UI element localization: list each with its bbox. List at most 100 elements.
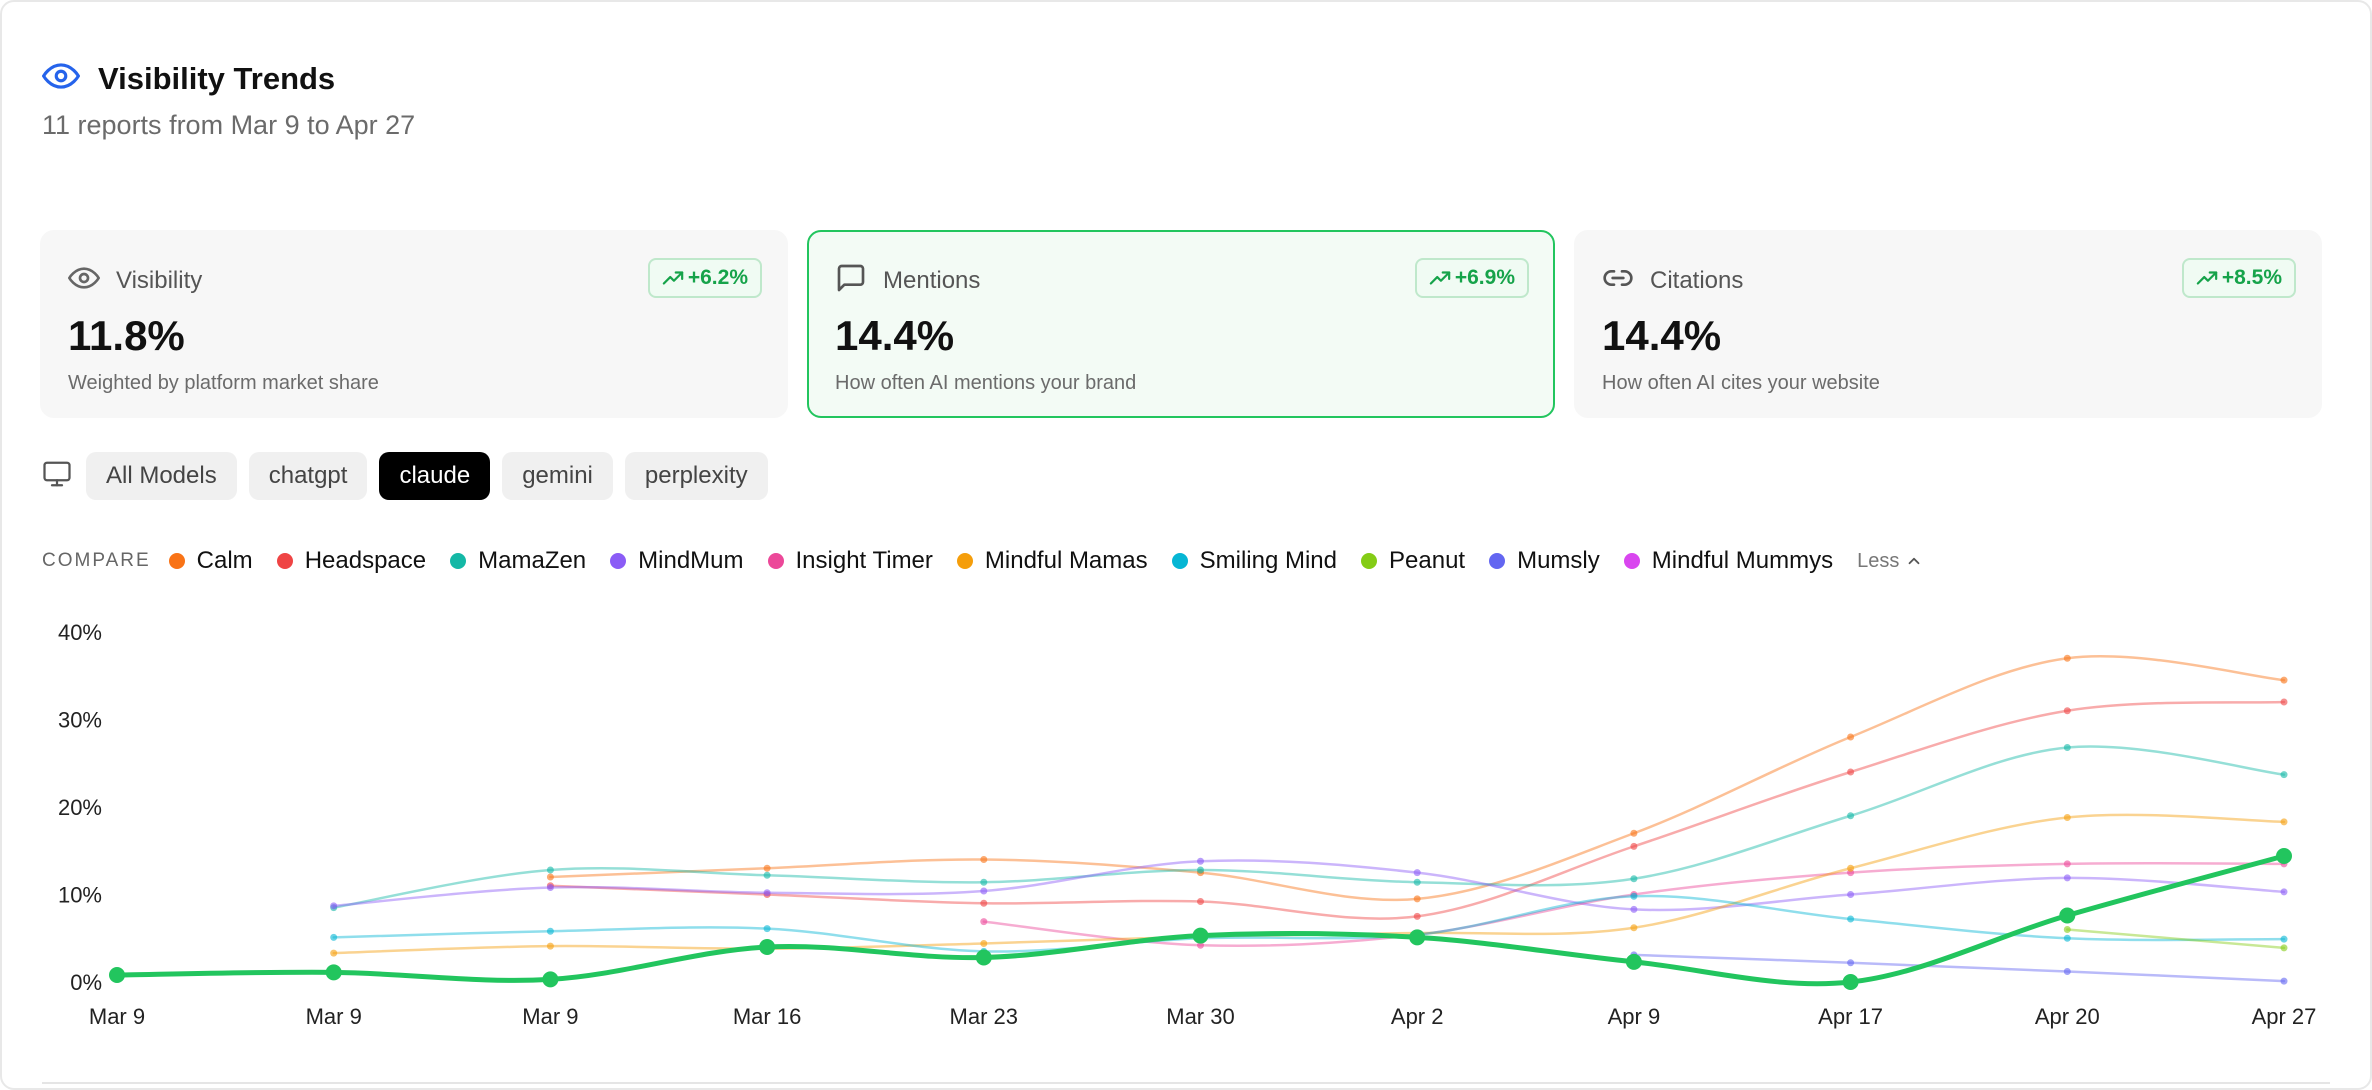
data-point-mamazen [763,871,771,879]
change-value: +6.2% [687,266,748,289]
data-point-smiling-mind [2280,935,2288,943]
data-point-your-brand [1625,953,1642,970]
y-tick-label: 0% [70,970,102,995]
data-point-your-brand [1409,929,1426,946]
data-point-headspace [2063,707,2071,715]
data-point-mindful-mamas [1630,924,1638,932]
data-point-your-brand [1192,927,1209,944]
metric-label: Mentions [883,266,981,294]
metric-card-mentions[interactable]: Mentions +6.9% 14.4% How often AI mentio… [807,230,1555,418]
x-tick-label: Mar 9 [306,1004,362,1029]
metric-value: 11.8% [68,312,185,359]
data-point-mamazen [1847,812,1855,820]
data-point-your-brand [2276,848,2292,864]
y-tick-label: 20% [58,795,102,820]
data-point-mindmum [1197,857,1204,865]
legend-label: MamaZen [478,547,587,574]
x-tick-label: Mar 16 [733,1004,801,1029]
data-point-calm [546,873,554,881]
legend-dot [1489,553,1506,569]
legend-item[interactable]: MindMum [610,547,744,575]
series-line-smiling-mind [332,894,2286,953]
data-point-smiling-mind [1847,915,1855,923]
data-point-mamazen [1413,878,1421,886]
data-point-insight-timer [1197,941,1204,949]
metric-card-citations[interactable]: Citations +8.5% 14.4% How often AI cites… [1574,230,2322,418]
change-value: +8.5% [2221,266,2282,289]
trending-up-icon [2196,271,2218,285]
legend-items: Calm Headspace MamaZen MindMum Insight Timer… [168,547,1857,575]
series-line-peanut [2066,928,2286,950]
trending-up-icon [1429,271,1451,285]
data-point-mindful-mamas [546,942,554,950]
series-line-mumsly [1632,953,2286,983]
data-point-your-brand [1842,974,1859,990]
data-point-mindmum [2063,874,2071,882]
data-point-your-brand [2059,907,2076,924]
legend-label: Calm [196,547,253,574]
less-toggle[interactable]: Less [1857,550,1923,573]
model-option-chatgpt[interactable]: chatgpt [248,452,368,500]
metric-value: 14.4% [1602,312,1722,359]
chevron-up-icon [1908,557,1920,565]
data-point-mindmum [546,884,554,891]
data-point-mindmum [1847,891,1855,898]
legend-label: Headspace [304,547,427,574]
data-point-mindful-mamas [2280,818,2288,826]
legend-item[interactable]: Calm [168,547,253,575]
series-line-calm [549,655,2286,902]
data-point-headspace [1413,912,1421,920]
data-point-mumsly [2063,968,2071,975]
model-option-claude[interactable]: claude [379,452,491,500]
model-option-perplexity[interactable]: perplexity [624,452,768,500]
legend-label: Smiling Mind [1199,547,1338,574]
data-point-calm [1847,733,1855,741]
data-point-smiling-mind [763,925,771,933]
legend-item[interactable]: Insight Timer [767,547,933,575]
legend-item[interactable]: Mindful Mummys [1623,547,1833,575]
data-point-your-brand [759,939,776,955]
legend-item[interactable]: Mumsly [1489,547,1600,575]
data-point-mumsly [1847,959,1855,967]
data-point-mindful-mamas [980,940,988,947]
legend-item[interactable]: Peanut [1361,547,1465,575]
legend-dot [610,553,627,569]
data-point-mindmum [763,889,771,897]
x-tick-label: Mar 9 [522,1004,578,1029]
data-point-your-brand [975,949,992,966]
legend-item[interactable]: MamaZen [450,547,586,575]
legend-label: Mumsly [1517,547,1600,574]
change-badge: +8.5% [2181,258,2296,298]
legend-dot [1361,553,1378,569]
x-tick-label: Mar 23 [950,1004,1018,1029]
legend-label: Mindful Mamas [984,547,1148,574]
less-label: Less [1857,549,1900,572]
data-point-headspace [980,899,988,907]
data-point-mindmum [330,902,338,910]
series-line-headspace [549,700,2286,920]
data-point-smiling-mind [1630,892,1638,900]
model-option-gemini[interactable]: gemini [502,452,613,500]
data-point-your-brand [109,967,125,983]
data-point-mindmum [980,887,988,895]
model-option-all[interactable]: All Models [86,452,237,500]
legend-item[interactable]: Mindful Mamas [956,547,1148,575]
data-point-mumsly [2280,977,2288,985]
link-icon [1602,262,1634,299]
model-filter: All Models chatgpt claude gemini perplex… [42,452,780,500]
metric-card-visibility[interactable]: Visibility +6.2% 11.8% Weighted by platf… [40,230,788,418]
legend-dot [276,553,293,569]
data-point-calm [980,856,988,863]
data-point-smiling-mind [2063,934,2071,942]
data-point-calm [1413,895,1421,903]
legend-dot [956,553,973,569]
legend-item[interactable]: Headspace [276,547,427,575]
data-point-mamazen [980,878,988,886]
legend-item[interactable]: Smiling Mind [1171,547,1338,575]
legend-dot [1171,553,1188,569]
data-point-mamazen [1630,875,1638,883]
data-point-calm [763,864,771,872]
eye-icon [42,57,80,100]
title-row: Visibility Trends [42,57,335,100]
